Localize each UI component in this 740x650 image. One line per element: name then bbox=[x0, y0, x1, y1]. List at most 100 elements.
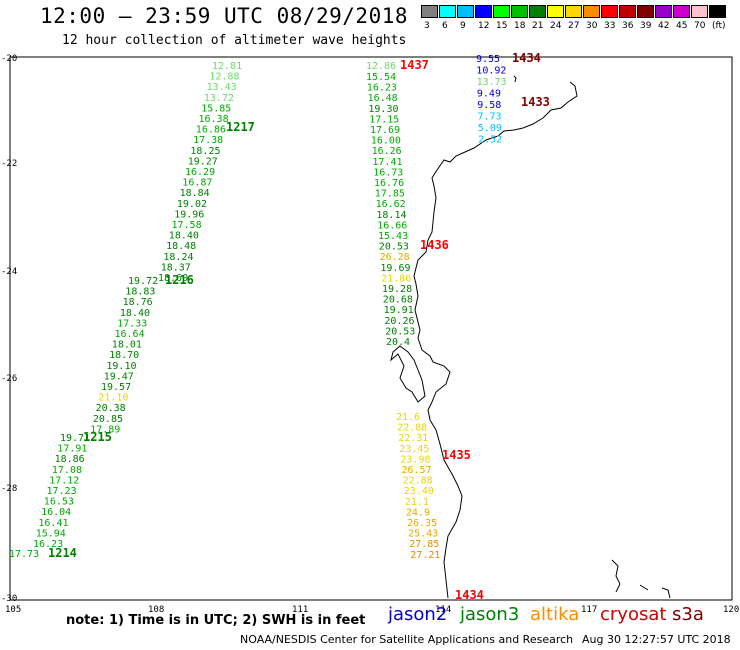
wave-height-value: 7.73 bbox=[478, 112, 502, 123]
wave-height-value: 16.41 bbox=[38, 518, 68, 529]
wave-height-value: 9.58 bbox=[477, 100, 501, 111]
legend-label: 33 bbox=[604, 21, 616, 31]
map-subtitle: 12 hour collection of altimeter wave hei… bbox=[62, 33, 407, 48]
legend-label: 70 bbox=[694, 21, 706, 31]
wave-height-value: 19.57 bbox=[101, 382, 131, 393]
wave-height-value: 23.40 bbox=[404, 486, 434, 497]
wave-height-value: 22.88 bbox=[403, 476, 433, 487]
wave-height-value: 18.25 bbox=[190, 146, 220, 157]
wave-height-value: 25.43 bbox=[408, 529, 438, 540]
legend-swatch bbox=[601, 5, 618, 18]
wave-height-value: 20.53 bbox=[385, 326, 415, 337]
wave-height-value: 15.43 bbox=[378, 231, 408, 242]
wave-height-value: 22.88 bbox=[397, 423, 427, 434]
wave-height-value: 15.54 bbox=[366, 72, 396, 83]
legend-swatch bbox=[457, 5, 474, 18]
legend-swatch bbox=[439, 5, 456, 18]
wave-height-value: 26.28 bbox=[380, 252, 410, 263]
wave-height-value: 16.00 bbox=[371, 136, 401, 147]
satellite-altika: altika bbox=[530, 604, 580, 625]
wave-height-value: 17.73 bbox=[9, 549, 39, 560]
legend-swatch bbox=[709, 5, 726, 18]
legend-label: 39 bbox=[640, 21, 652, 31]
legend-label: 18 bbox=[514, 21, 526, 31]
lon-label: 120 bbox=[723, 605, 739, 615]
pass-id-label: 1214 bbox=[48, 546, 77, 560]
wave-height-value: 18.24 bbox=[163, 252, 193, 263]
wave-height-value: 18.48 bbox=[166, 241, 196, 252]
wave-height-value: 24.9 bbox=[406, 507, 430, 518]
wave-height-value: 18.40 bbox=[120, 308, 150, 319]
legend-label: 24 bbox=[550, 21, 562, 31]
lat-label: -24 bbox=[1, 267, 17, 277]
wave-height-value: 17.41 bbox=[372, 157, 402, 168]
legend-label: 30 bbox=[586, 21, 598, 31]
wave-height-value: 16.53 bbox=[44, 497, 74, 508]
wave-height-value: 13.43 bbox=[207, 82, 237, 93]
legend-label: 3 bbox=[424, 21, 430, 31]
lon-label: 105 bbox=[5, 605, 21, 615]
wave-height-value: 21.10 bbox=[98, 393, 128, 404]
wave-height-value: 17.89 bbox=[90, 424, 120, 435]
legend-swatch bbox=[637, 5, 654, 18]
wave-height-value: 18.83 bbox=[125, 287, 155, 298]
wave-height-value: 19.30 bbox=[368, 104, 398, 115]
wave-height-value: 16.87 bbox=[182, 178, 212, 189]
wave-height-value: 18.60 bbox=[158, 273, 188, 284]
wave-height-value: 18.86 bbox=[55, 454, 85, 465]
wave-height-value: 17.91 bbox=[57, 444, 87, 455]
lat-label: -30 bbox=[1, 594, 17, 604]
pass-id-label: 1434 bbox=[455, 588, 484, 602]
wave-height-value: 13.73 bbox=[477, 77, 507, 88]
wave-height-value: 17.23 bbox=[47, 486, 77, 497]
wave-height-value: 21.6 bbox=[396, 412, 420, 423]
legend-swatch bbox=[529, 5, 546, 18]
wave-height-value: 10.92 bbox=[476, 66, 506, 77]
wave-height-value: 20.26 bbox=[384, 316, 414, 327]
legend-swatch bbox=[547, 5, 564, 18]
wave-height-value: 2.52 bbox=[478, 135, 502, 146]
lat-label: -22 bbox=[1, 159, 17, 169]
coastline bbox=[390, 75, 671, 599]
wave-height-value: 26.57 bbox=[402, 465, 432, 476]
wave-height-value: 9.55 bbox=[476, 54, 500, 65]
generation-timestamp: Aug 30 12:27:57 UTC 2018 bbox=[582, 633, 731, 646]
wave-height-value: 27.85 bbox=[409, 539, 439, 550]
satellite-jason2: jason2 bbox=[388, 604, 448, 625]
legend-label: 6 bbox=[442, 21, 448, 31]
credit-line: NOAA/NESDIS Center for Satellite Applica… bbox=[240, 633, 574, 646]
legend-label: 12 bbox=[478, 21, 490, 31]
lon-label: 117 bbox=[581, 605, 597, 615]
wave-height-value: 18.84 bbox=[180, 188, 210, 199]
wave-height-value: 17.12 bbox=[49, 475, 79, 486]
footer-note: note: 1) Time is in UTC; 2) SWH is in fe… bbox=[66, 613, 366, 628]
wave-height-value: 16.29 bbox=[185, 167, 215, 178]
legend-label: 9 bbox=[460, 21, 466, 31]
wave-height-value: 9.49 bbox=[477, 89, 501, 100]
wave-height-value: 15.94 bbox=[36, 528, 66, 539]
wave-height-value: 17.38 bbox=[193, 135, 223, 146]
wave-height-value: 21.86 bbox=[381, 273, 411, 284]
wave-height-value: 20.53 bbox=[379, 242, 409, 253]
wave-height-value: 16.86 bbox=[196, 125, 226, 136]
map-title: 12:00 – 23:59 UTC 08/29/2018 bbox=[40, 4, 409, 28]
legend-swatch bbox=[583, 5, 600, 18]
wave-height-value: 16.62 bbox=[376, 199, 406, 210]
pass-id-label: 1437 bbox=[400, 58, 429, 72]
wave-height-value: 20.68 bbox=[383, 295, 413, 306]
wave-height-value: 19.72 bbox=[128, 276, 158, 287]
wave-height-value: 15.85 bbox=[201, 103, 231, 114]
wave-height-value: 19.71 bbox=[60, 433, 90, 444]
wave-height-value: 20.4 bbox=[386, 337, 410, 348]
wave-height-value: 16.64 bbox=[115, 329, 145, 340]
pass-id-label: 1433 bbox=[521, 95, 550, 109]
satellite-cryosat: cryosat bbox=[600, 604, 667, 625]
legend-label: 42 bbox=[658, 21, 670, 31]
lat-label: -20 bbox=[1, 54, 17, 64]
wave-height-value: 16.23 bbox=[33, 539, 63, 550]
legend-swatch bbox=[619, 5, 636, 18]
pass-id-label: 1434 bbox=[512, 51, 541, 65]
wave-height-value: 20.38 bbox=[96, 403, 126, 414]
wave-height-value: 18.37 bbox=[161, 262, 191, 273]
